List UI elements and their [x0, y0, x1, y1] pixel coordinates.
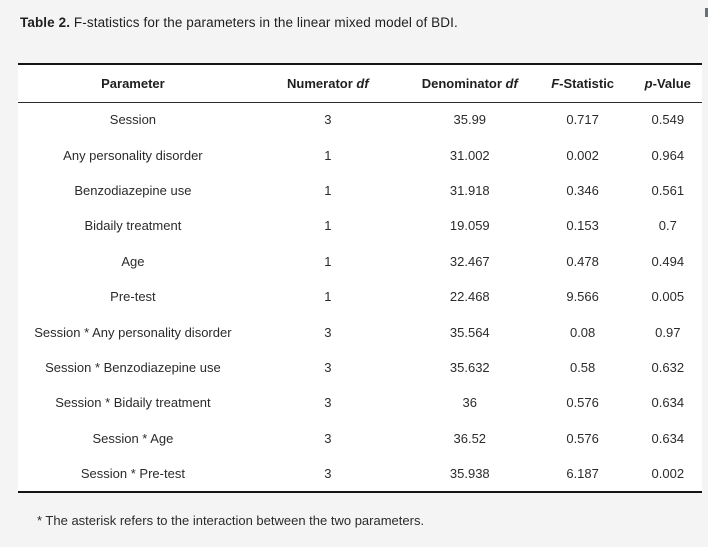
cell-f-statistic: 0.346: [566, 182, 599, 198]
cell-parameter: Session * Pre-test: [80, 466, 185, 482]
cell-parameter: Session * Benzodiazepine use: [45, 359, 221, 375]
cell-f-statistic: 0.576: [566, 395, 599, 411]
cell-denominator-df: 35.99: [453, 112, 487, 128]
column-header-parameter: Parameter: [101, 75, 165, 91]
table-caption-label: Table 2.: [20, 15, 71, 30]
cell-f-statistic: 0.58: [569, 359, 596, 375]
cell-p-value: 0.002: [651, 466, 685, 482]
cell-p-value: 0.549: [651, 112, 685, 128]
cell-denominator-df: 35.632: [449, 359, 490, 375]
table-row: Session 3 35.99 0.717 0.549: [18, 102, 702, 137]
cell-f-statistic: 0.576: [566, 430, 599, 446]
cell-numerator-df: 1: [324, 289, 332, 305]
cell-numerator-df: 3: [324, 466, 332, 482]
cell-parameter: Session * Age: [92, 430, 174, 446]
cell-parameter: Session * Any personality disorder: [34, 324, 232, 340]
column-header-numerator-df: Numerator df: [287, 75, 369, 91]
column-header-denominator-df: Denominator df: [421, 75, 518, 91]
table-header-row: Parameter Numerator df Denominator df F-Sta…: [18, 65, 702, 102]
cell-denominator-df: 31.918: [449, 182, 490, 198]
cell-denominator-df: 31.002: [449, 147, 490, 163]
table-row: Session * Any personality disorder 3 35.56…: [18, 314, 702, 349]
cell-denominator-df: 36: [462, 395, 477, 411]
cell-p-value: 0.632: [651, 359, 685, 375]
statistics-table-block: Parameter Numerator df Denominator df F-Sta…: [18, 63, 702, 494]
cell-numerator-df: 1: [324, 182, 332, 198]
cell-p-value: 0.97: [655, 324, 681, 340]
table-row: Pre-test 1 22.468 9.566 0.005: [18, 279, 702, 314]
cell-f-statistic: 9.566: [566, 289, 599, 305]
cell-f-statistic: 0.153: [566, 218, 599, 234]
cell-denominator-df: 35.564: [449, 324, 490, 340]
cell-parameter: Any personality disorder: [63, 147, 203, 163]
cell-f-statistic: 0.002: [566, 147, 599, 163]
column-header-f-statistic: F-Statistic: [551, 75, 615, 91]
cell-p-value: 0.964: [651, 147, 685, 163]
cell-p-value: 0.494: [651, 253, 685, 269]
cell-numerator-df: 3: [324, 112, 332, 128]
table-row: Session * Pre-test 3 35.938 6.187 0.002: [18, 456, 702, 491]
cell-numerator-df: 3: [324, 395, 332, 411]
cell-f-statistic: 0.478: [566, 253, 599, 269]
cell-p-value: 0.7: [658, 218, 677, 234]
cell-p-value: 0.634: [651, 395, 685, 411]
cell-parameter: Age: [121, 253, 145, 269]
cell-numerator-df: 1: [324, 147, 332, 163]
cell-numerator-df: 3: [324, 359, 332, 375]
cell-p-value: 0.634: [651, 430, 685, 446]
cell-numerator-df: 3: [324, 324, 332, 340]
table-row: Any personality disorder 1 31.002 0.002 0.96…: [18, 137, 702, 172]
table-row: Session * Age 3 36.52 0.576 0.634: [18, 421, 702, 456]
cell-f-statistic: 6.187: [566, 466, 599, 482]
cell-parameter: Session * Bidaily treatment: [55, 395, 211, 411]
table-caption-text: F-statistics for the parameters in the l…: [70, 15, 458, 30]
cell-denominator-df: 36.52: [453, 430, 487, 446]
cell-parameter: Pre-test: [110, 289, 156, 305]
cell-denominator-df: 22.468: [449, 289, 490, 305]
table-row: Age 1 32.467 0.478 0.494: [18, 244, 702, 279]
table-row: Session * Benzodiazepine use 3 35.632 0.58 0…: [18, 350, 702, 385]
cell-parameter: Bidaily treatment: [84, 218, 182, 234]
cell-f-statistic: 0.08: [569, 324, 596, 340]
table-row: Benzodiazepine use 1 31.918 0.346 0.561: [18, 173, 702, 208]
cell-numerator-df: 3: [324, 430, 332, 446]
cell-p-value: 0.005: [651, 289, 685, 305]
cell-f-statistic: 0.717: [566, 112, 599, 128]
cell-numerator-df: 1: [324, 253, 332, 269]
cell-denominator-df: 32.467: [449, 253, 490, 269]
cell-denominator-df: 19.059: [449, 218, 490, 234]
screen-edge-artifact: [705, 8, 708, 17]
cell-p-value: 0.561: [651, 182, 685, 198]
table-row: Session * Bidaily treatment 3 36 0.576 0.634: [18, 385, 702, 420]
column-header-p-value: p-Value: [644, 75, 691, 91]
statistics-table: Parameter Numerator df Denominator df F-Sta…: [18, 65, 702, 491]
table-caption: Table 2. F-statistics for the parameters…: [20, 15, 458, 30]
cell-parameter: Session: [109, 112, 157, 128]
table-row: Bidaily treatment 1 19.059 0.153 0.7: [18, 208, 702, 243]
cell-parameter: Benzodiazepine use: [74, 182, 192, 198]
table-footnote: * The asterisk refers to the interaction…: [37, 513, 425, 528]
cell-numerator-df: 1: [324, 218, 332, 234]
cell-denominator-df: 35.938: [449, 466, 490, 482]
